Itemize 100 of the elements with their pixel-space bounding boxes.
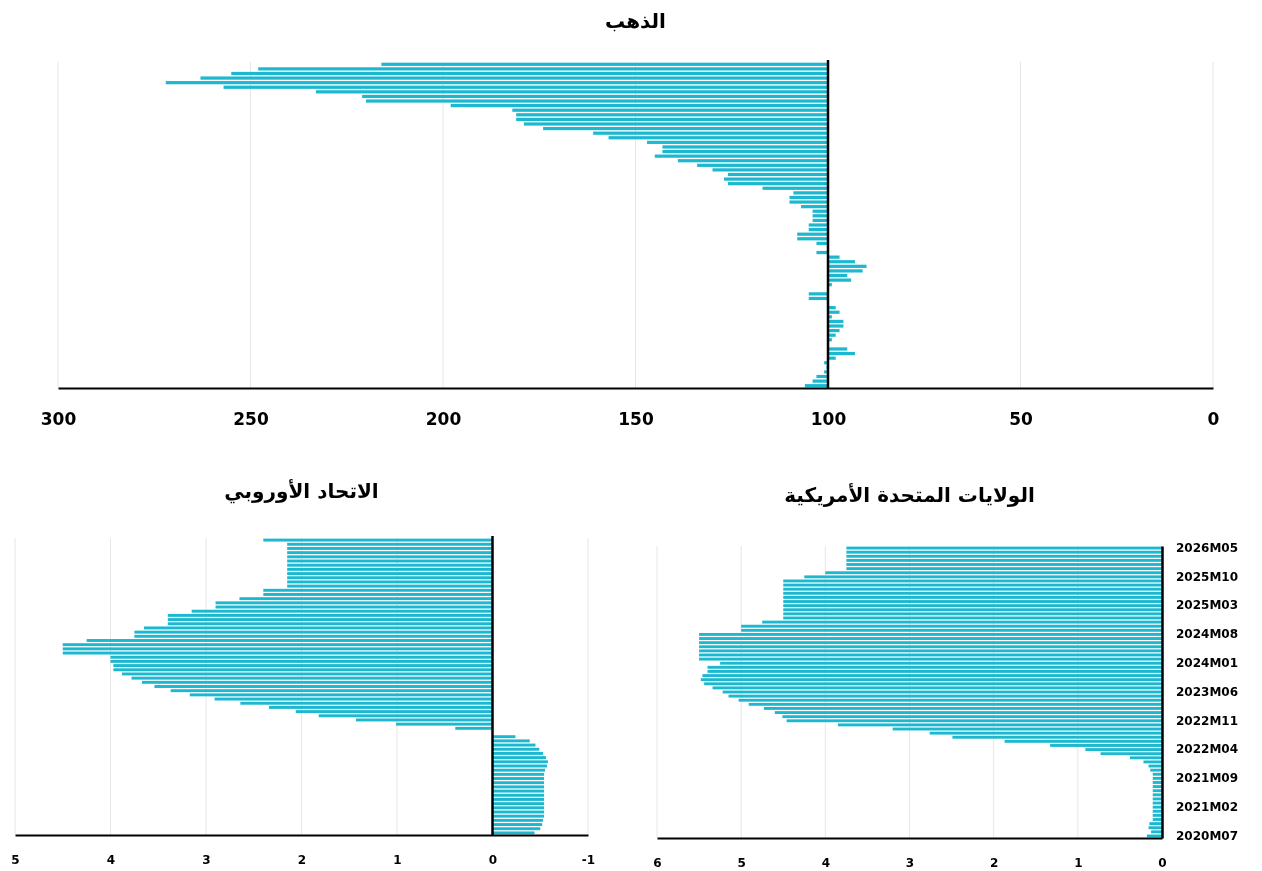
bar	[492, 760, 548, 764]
bar	[783, 608, 1162, 612]
bar	[512, 108, 828, 112]
bar	[492, 785, 545, 789]
bar	[110, 659, 493, 663]
bar	[828, 324, 844, 328]
bar	[593, 131, 828, 135]
bar	[215, 601, 493, 605]
bar	[699, 632, 1162, 636]
bar	[396, 722, 493, 726]
bar	[789, 195, 828, 200]
bar	[797, 237, 828, 241]
bar	[287, 576, 493, 580]
y-tick-label: 2025M10	[1176, 569, 1239, 584]
bar	[492, 827, 541, 831]
bar	[783, 604, 1162, 608]
bar	[492, 751, 544, 755]
bar	[492, 756, 546, 760]
bar	[699, 649, 1162, 653]
bar	[1150, 768, 1162, 772]
bar	[492, 789, 545, 793]
bar	[258, 67, 828, 71]
bar	[287, 563, 493, 567]
bar	[1151, 830, 1162, 834]
bar	[1148, 826, 1162, 830]
bar	[700, 678, 1162, 682]
x-tick-label: 6	[653, 855, 662, 870]
bar	[783, 587, 1162, 591]
bar	[362, 94, 828, 99]
bar	[846, 558, 1162, 562]
bar	[728, 694, 1162, 698]
bar	[492, 781, 545, 785]
chart-title: الولايات المتحدة الأمريكية	[784, 482, 1035, 507]
y-tick-label: 2020M07	[1176, 828, 1239, 843]
bar	[516, 113, 828, 117]
bar	[828, 269, 863, 273]
bar	[828, 278, 852, 282]
bar	[783, 600, 1162, 603]
x-tick-label: 5	[737, 855, 746, 870]
x-tick-label: -1	[581, 852, 596, 867]
x-tick-label: 150	[618, 409, 654, 430]
x-tick-label: 3	[202, 852, 211, 867]
bar	[704, 682, 1162, 686]
y-tick-label: 2021M09	[1176, 771, 1239, 786]
bar	[214, 697, 493, 701]
bar	[492, 818, 544, 822]
bar	[131, 676, 493, 680]
bar	[846, 554, 1162, 558]
bar	[492, 739, 530, 743]
bar	[846, 563, 1162, 566]
bar	[808, 223, 828, 227]
y-tick-label: 2021M02	[1176, 799, 1239, 814]
y-tick-label: 2024M08	[1176, 627, 1239, 642]
bar	[828, 351, 855, 356]
bar	[287, 580, 493, 584]
bar	[929, 731, 1162, 735]
bar	[492, 777, 545, 780]
bar	[113, 664, 493, 668]
bar	[662, 149, 828, 154]
x-tick-label: 250	[233, 409, 269, 430]
bar	[699, 657, 1162, 661]
x-tick-label: 2	[297, 852, 307, 867]
bar	[741, 624, 1162, 628]
x-tick-label: 1	[393, 852, 402, 867]
bar	[492, 823, 543, 827]
x-tick-label: 5	[11, 852, 20, 867]
x-tick-label: 3	[905, 855, 915, 870]
bar	[287, 555, 493, 559]
bar	[699, 645, 1162, 649]
bar	[702, 674, 1162, 677]
x-tick-label: 0	[1158, 855, 1167, 870]
bar	[167, 618, 493, 622]
bar	[110, 655, 493, 659]
y-tick-label: 2025M03	[1176, 598, 1239, 613]
bar	[492, 806, 545, 810]
bar	[287, 551, 493, 555]
x-tick-label: 50	[1009, 409, 1033, 430]
bar	[263, 588, 493, 592]
bar	[783, 591, 1162, 595]
x-tick-label: 4	[106, 852, 116, 867]
y-tick-label: 2022M04	[1176, 742, 1239, 757]
bar	[699, 641, 1162, 645]
x-tick-label: 2	[989, 855, 999, 870]
x-tick-label: 0	[488, 852, 498, 867]
bar	[62, 643, 493, 647]
bar	[699, 637, 1162, 640]
bar	[789, 200, 828, 204]
bar	[828, 260, 855, 264]
bar	[783, 612, 1162, 616]
bar	[143, 626, 493, 630]
bar	[707, 665, 1162, 669]
bar	[724, 177, 828, 181]
bar	[783, 583, 1162, 587]
bar	[492, 793, 545, 797]
bar	[492, 768, 546, 772]
bar	[287, 546, 493, 550]
bar	[762, 186, 828, 190]
x-tick-label: 100	[810, 409, 847, 430]
bar	[366, 99, 828, 103]
x-tick-label: 4	[821, 855, 831, 870]
